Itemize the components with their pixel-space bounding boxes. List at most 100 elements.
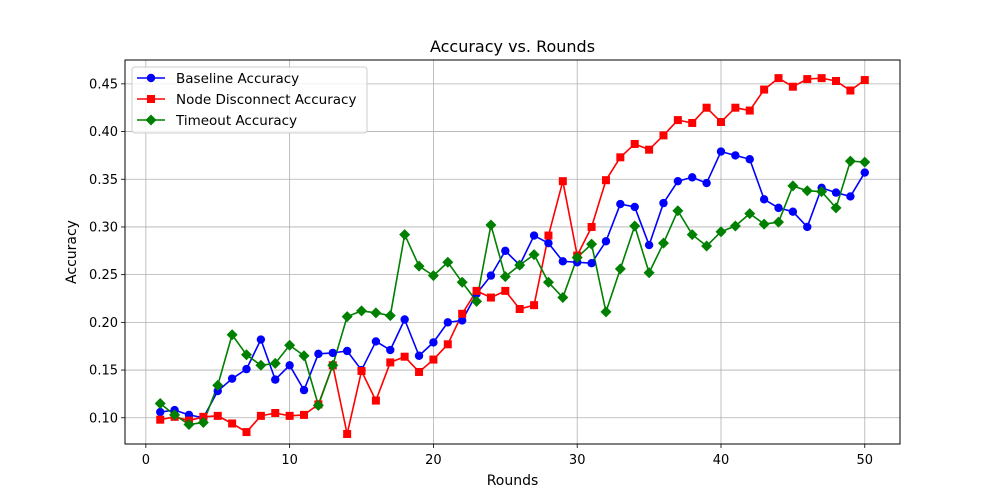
- node-disconnect-point: [716, 118, 725, 127]
- legend: Baseline Accuracy Node Disconnect Accurac…: [131, 66, 368, 134]
- timeout-point: [197, 417, 209, 429]
- baseline-point: [529, 231, 539, 240]
- timeout-point: [758, 218, 770, 230]
- x-tick-label: 40: [713, 453, 730, 468]
- timeout-point: [312, 399, 324, 411]
- timeout-point: [844, 155, 856, 167]
- baseline-point: [328, 348, 337, 358]
- node-disconnect-point: [846, 86, 855, 95]
- timeout-point: [600, 306, 612, 318]
- baseline-point: [558, 257, 568, 266]
- x-tick-label: 30: [569, 453, 586, 468]
- timeout-markers: [154, 155, 871, 430]
- timeout-point: [442, 256, 454, 268]
- node-disconnect-point: [501, 286, 510, 295]
- node-disconnect-point: [673, 116, 682, 125]
- timeout-point: [284, 339, 296, 351]
- node-disconnect-point: [530, 301, 539, 310]
- node-disconnect-point: [472, 286, 481, 295]
- timeout-point: [542, 276, 554, 288]
- node-disconnect-point: [616, 153, 625, 162]
- legend-timeout-label: Timeout Accuracy: [175, 113, 297, 129]
- timeout-point: [427, 270, 439, 282]
- y-tick-label: 0.35: [89, 173, 118, 188]
- baseline-point: [414, 351, 424, 360]
- legend-baseline-label: Baseline Accuracy: [176, 71, 299, 87]
- y-tick-label: 0.10: [89, 411, 118, 426]
- timeout-point: [226, 329, 238, 341]
- y-tick-label: 0.30: [89, 220, 118, 235]
- baseline-point: [271, 375, 280, 384]
- timeout-point: [240, 349, 252, 361]
- x-tick-label: 20: [425, 453, 442, 468]
- baseline-point: [716, 147, 726, 156]
- node-disconnect-point: [601, 176, 610, 185]
- timeout-point: [327, 359, 339, 371]
- baseline-point: [285, 361, 294, 370]
- baseline-point: [486, 271, 496, 280]
- baseline-point: [501, 246, 510, 256]
- node-disconnect-point: [515, 305, 524, 314]
- timeout-point: [787, 180, 799, 192]
- baseline-point: [788, 207, 798, 216]
- timeout-point: [169, 409, 181, 421]
- node-disconnect-point: [745, 106, 754, 115]
- node-disconnect-point: [242, 428, 251, 437]
- node-disconnect-point: [788, 82, 797, 91]
- baseline-point: [616, 199, 625, 209]
- timeout-point: [298, 350, 310, 362]
- node-disconnect-point: [256, 411, 265, 420]
- timeout-point: [528, 249, 540, 261]
- timeout-point: [183, 418, 195, 430]
- node-disconnect-point: [659, 131, 668, 140]
- node-disconnect-point: [587, 222, 596, 231]
- timeout-point: [729, 220, 741, 232]
- x-tick-label: 10: [281, 453, 298, 468]
- timeout-point: [499, 271, 511, 283]
- legend-baseline-marker: [146, 73, 156, 83]
- plot-area: [154, 74, 871, 438]
- plot-frame: [124, 59, 901, 445]
- baseline-point: [630, 202, 639, 212]
- grid: [125, 60, 900, 444]
- timeout-point: [773, 216, 785, 228]
- timeout-point: [801, 185, 813, 197]
- x-tick-label: 50: [856, 453, 873, 468]
- timeout-point: [269, 357, 281, 369]
- node-disconnect-point: [774, 74, 783, 83]
- baseline-point: [601, 237, 611, 246]
- timeout-point: [456, 276, 468, 288]
- baseline-point: [673, 176, 683, 186]
- timeout-point: [657, 237, 669, 249]
- timeout-point: [485, 219, 497, 231]
- baseline-point: [256, 335, 266, 344]
- node-disconnect-point: [386, 358, 395, 367]
- baseline-point: [342, 346, 352, 356]
- x-tick-label: 0: [142, 453, 150, 468]
- node-disconnect-point: [645, 145, 654, 154]
- y-tick-label: 0.45: [89, 77, 118, 92]
- timeout-point: [830, 202, 842, 214]
- timeout-point: [341, 311, 353, 323]
- timeout-point: [672, 205, 684, 217]
- timeout-point: [370, 307, 382, 319]
- baseline-point: [443, 318, 452, 327]
- node-disconnect-point: [760, 85, 769, 94]
- baseline-point: [587, 259, 596, 268]
- node-disconnect-point: [156, 415, 165, 424]
- baseline-point: [846, 192, 855, 201]
- y-tick-label: 0.20: [89, 316, 118, 331]
- baseline-point: [457, 316, 467, 325]
- baseline-point: [386, 345, 395, 355]
- baseline-point: [156, 407, 165, 417]
- timeout-point: [399, 229, 411, 241]
- timeout-point: [471, 295, 483, 307]
- timeout-point: [571, 251, 583, 263]
- node-disconnect-point: [443, 340, 452, 349]
- baseline-point: [371, 337, 381, 346]
- y-tick-label: 0.15: [89, 364, 118, 379]
- node-disconnect-point: [702, 103, 711, 112]
- baseline-point: [644, 240, 654, 250]
- timeout-point: [859, 156, 871, 168]
